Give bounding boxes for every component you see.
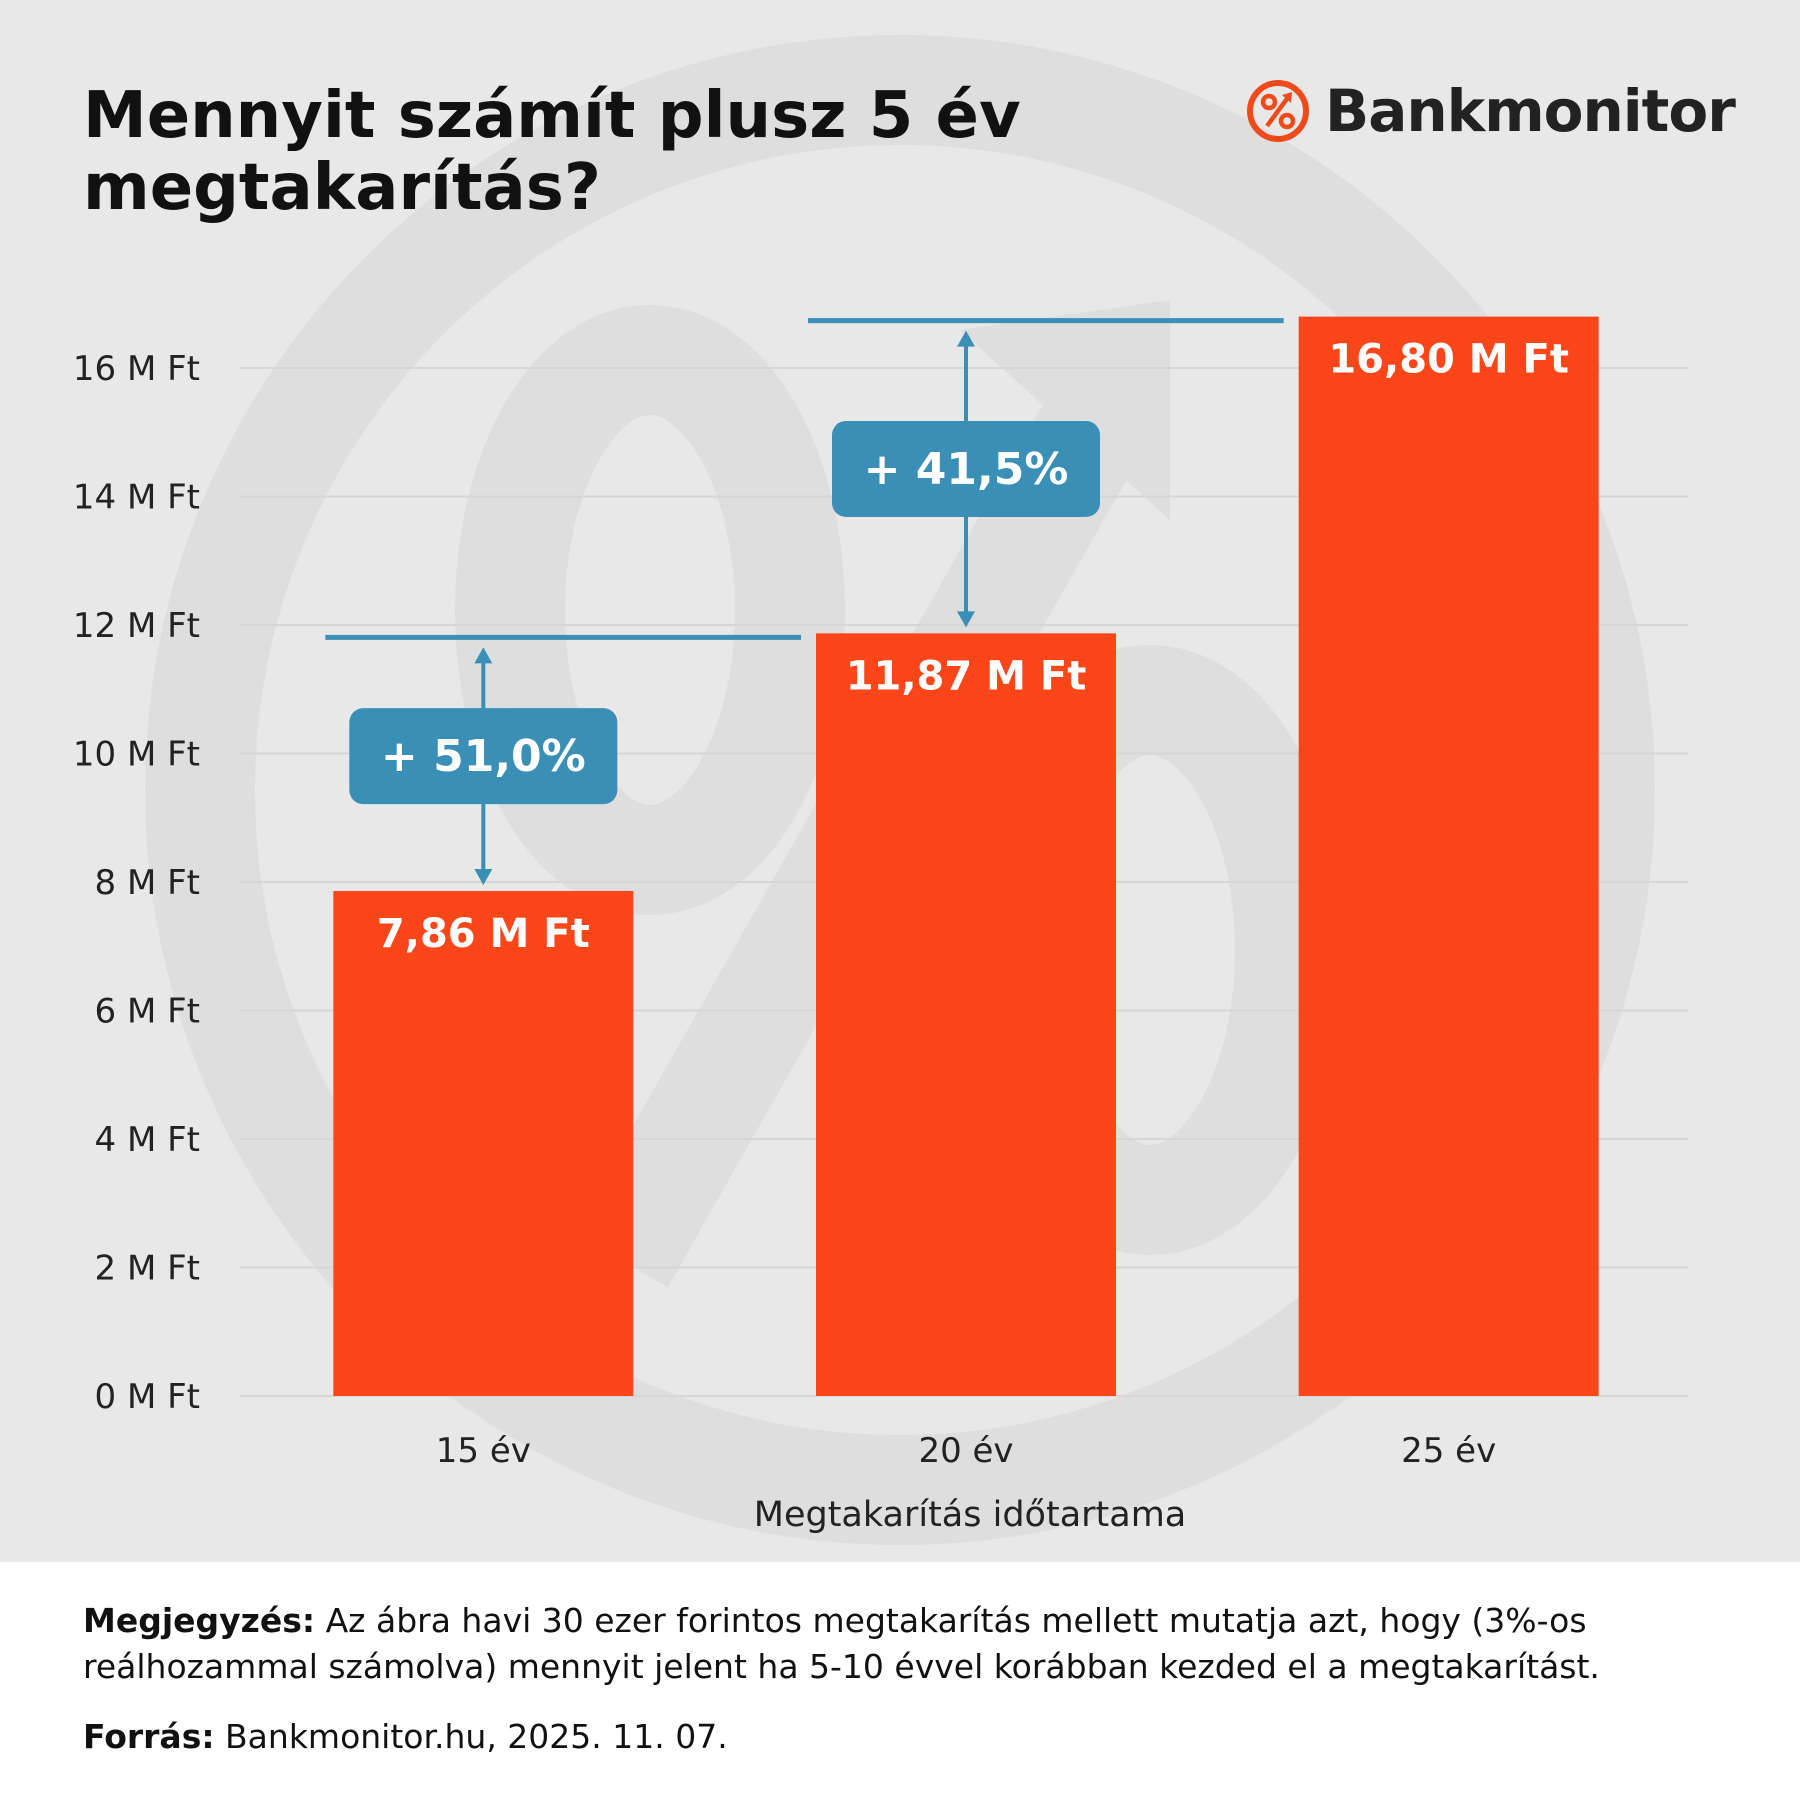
arrow-head-up (957, 330, 975, 347)
bar (816, 633, 1116, 1396)
growth-badge (349, 708, 618, 805)
bar-value-label: 16,80 M Ft (1328, 337, 1569, 383)
y-tick-label: 0 M Ft (95, 1377, 200, 1417)
y-tick-label: 10 M Ft (73, 735, 200, 775)
footer-note: Megjegyzés: Az ábra havi 30 ezer forinto… (83, 1598, 1743, 1690)
footer-source: Forrás: Bankmonitor.hu, 2025. 11. 07. (83, 1714, 1743, 1760)
arrow-head-down (957, 611, 975, 628)
y-tick-label: 4 M Ft (95, 1120, 200, 1160)
bar-value-label: 7,86 M Ft (377, 911, 590, 957)
x-tick-label: 15 év (436, 1431, 531, 1471)
chart-panel: Mennyit számít plusz 5 év megtakarítás? … (0, 0, 1800, 1562)
growth-badge-label: + 41,5% (864, 444, 1069, 495)
note-text: Az ábra havi 30 ezer forintos megtakarít… (83, 1601, 1600, 1686)
percent-arrow-icon (1247, 80, 1309, 142)
bar (1298, 316, 1599, 1397)
y-tick-label: 8 M Ft (95, 863, 200, 903)
y-tick-label: 14 M Ft (73, 478, 200, 518)
y-tick-label: 16 M Ft (73, 349, 200, 389)
x-tick-label: 20 év (918, 1431, 1013, 1471)
y-tick-label: 2 M Ft (95, 1249, 200, 1289)
bar (333, 890, 634, 1396)
brand-logo: Bankmonitor (1245, 74, 1736, 148)
bar-chart: 0 M Ft 2 M Ft 4 M Ft 6 M Ft 8 M Ft 10 M Ft 12 … (73, 316, 1688, 1535)
y-tick-label: 6 M Ft (95, 992, 200, 1032)
source-text: Bankmonitor.hu, 2025. 11. 07. (214, 1717, 728, 1756)
bar-value-label: 11,87 M Ft (846, 653, 1087, 699)
x-axis-title: Megtakarítás időtartama (754, 1495, 1187, 1535)
growth-badge (832, 420, 1100, 517)
arrow-head-down (474, 868, 493, 885)
arrow-head-up (474, 647, 493, 664)
footer: Megjegyzés: Az ábra havi 30 ezer forinto… (83, 1598, 1743, 1784)
growth-badge-label: + 51,0% (381, 731, 586, 782)
chart-title: Mennyit számít plusz 5 év megtakarítás? (83, 79, 1021, 225)
y-tick-label: 12 M Ft (73, 606, 200, 646)
note-label: Megjegyzés: (83, 1601, 316, 1640)
x-tick-label: 25 év (1401, 1431, 1496, 1471)
source-label: Forrás: (83, 1717, 215, 1756)
brand-name: Bankmonitor (1325, 77, 1736, 145)
